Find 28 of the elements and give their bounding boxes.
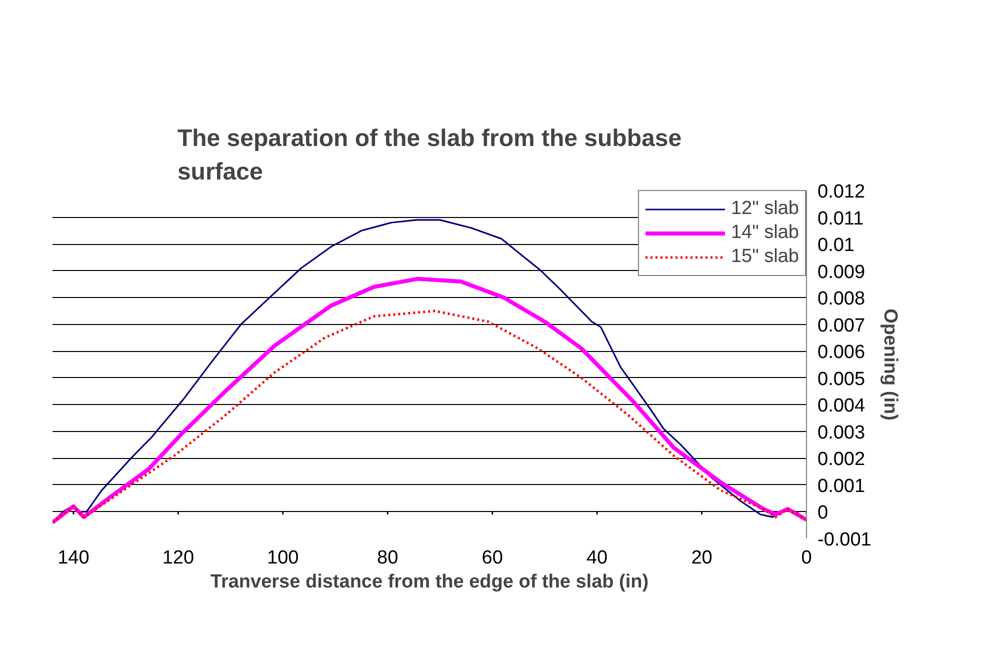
legend-label: 12" slab: [730, 198, 799, 220]
x-tick-label: 100: [267, 548, 299, 568]
x-tick-label: 40: [586, 548, 608, 568]
y-axis-title: Opening (in): [879, 308, 900, 420]
y-tick-label: 0.004: [818, 396, 866, 417]
y-tick-label: 0.006: [818, 342, 866, 364]
x-tick-label: 0: [801, 548, 812, 568]
x-tick-label: 20: [691, 548, 712, 568]
legend-label: 15" slab: [730, 246, 799, 268]
y-tick-label: 0.002: [818, 449, 866, 470]
x-tick-label: 80: [377, 548, 398, 568]
legend-label: 14" slab: [730, 222, 799, 244]
x-tick-label: 140: [58, 548, 90, 568]
x-axis-title: Tranverse distance from the edge of the slab (in): [210, 572, 649, 592]
y-tick-label: 0.001: [818, 476, 866, 497]
y-tick-label: 0.007: [818, 315, 866, 336]
y-tick-label: 0.01: [818, 235, 854, 256]
x-tick-label: 60: [482, 548, 503, 568]
y-tick-label: 0.003: [818, 422, 866, 444]
chart-title: The separation of the slab from the subbase surface: [177, 124, 682, 186]
y-tick-label: -0.001: [818, 530, 872, 550]
y-tick-label: 0.008: [818, 288, 866, 310]
x-tick-label: 120: [162, 548, 194, 568]
y-tick-label: 0.012: [818, 182, 866, 202]
y-tick-label: 0.009: [818, 262, 866, 283]
y-tick-label: 0: [818, 502, 828, 524]
y-tick-label: 0.005: [818, 368, 866, 390]
y-tick-label: 0.011: [818, 208, 864, 230]
